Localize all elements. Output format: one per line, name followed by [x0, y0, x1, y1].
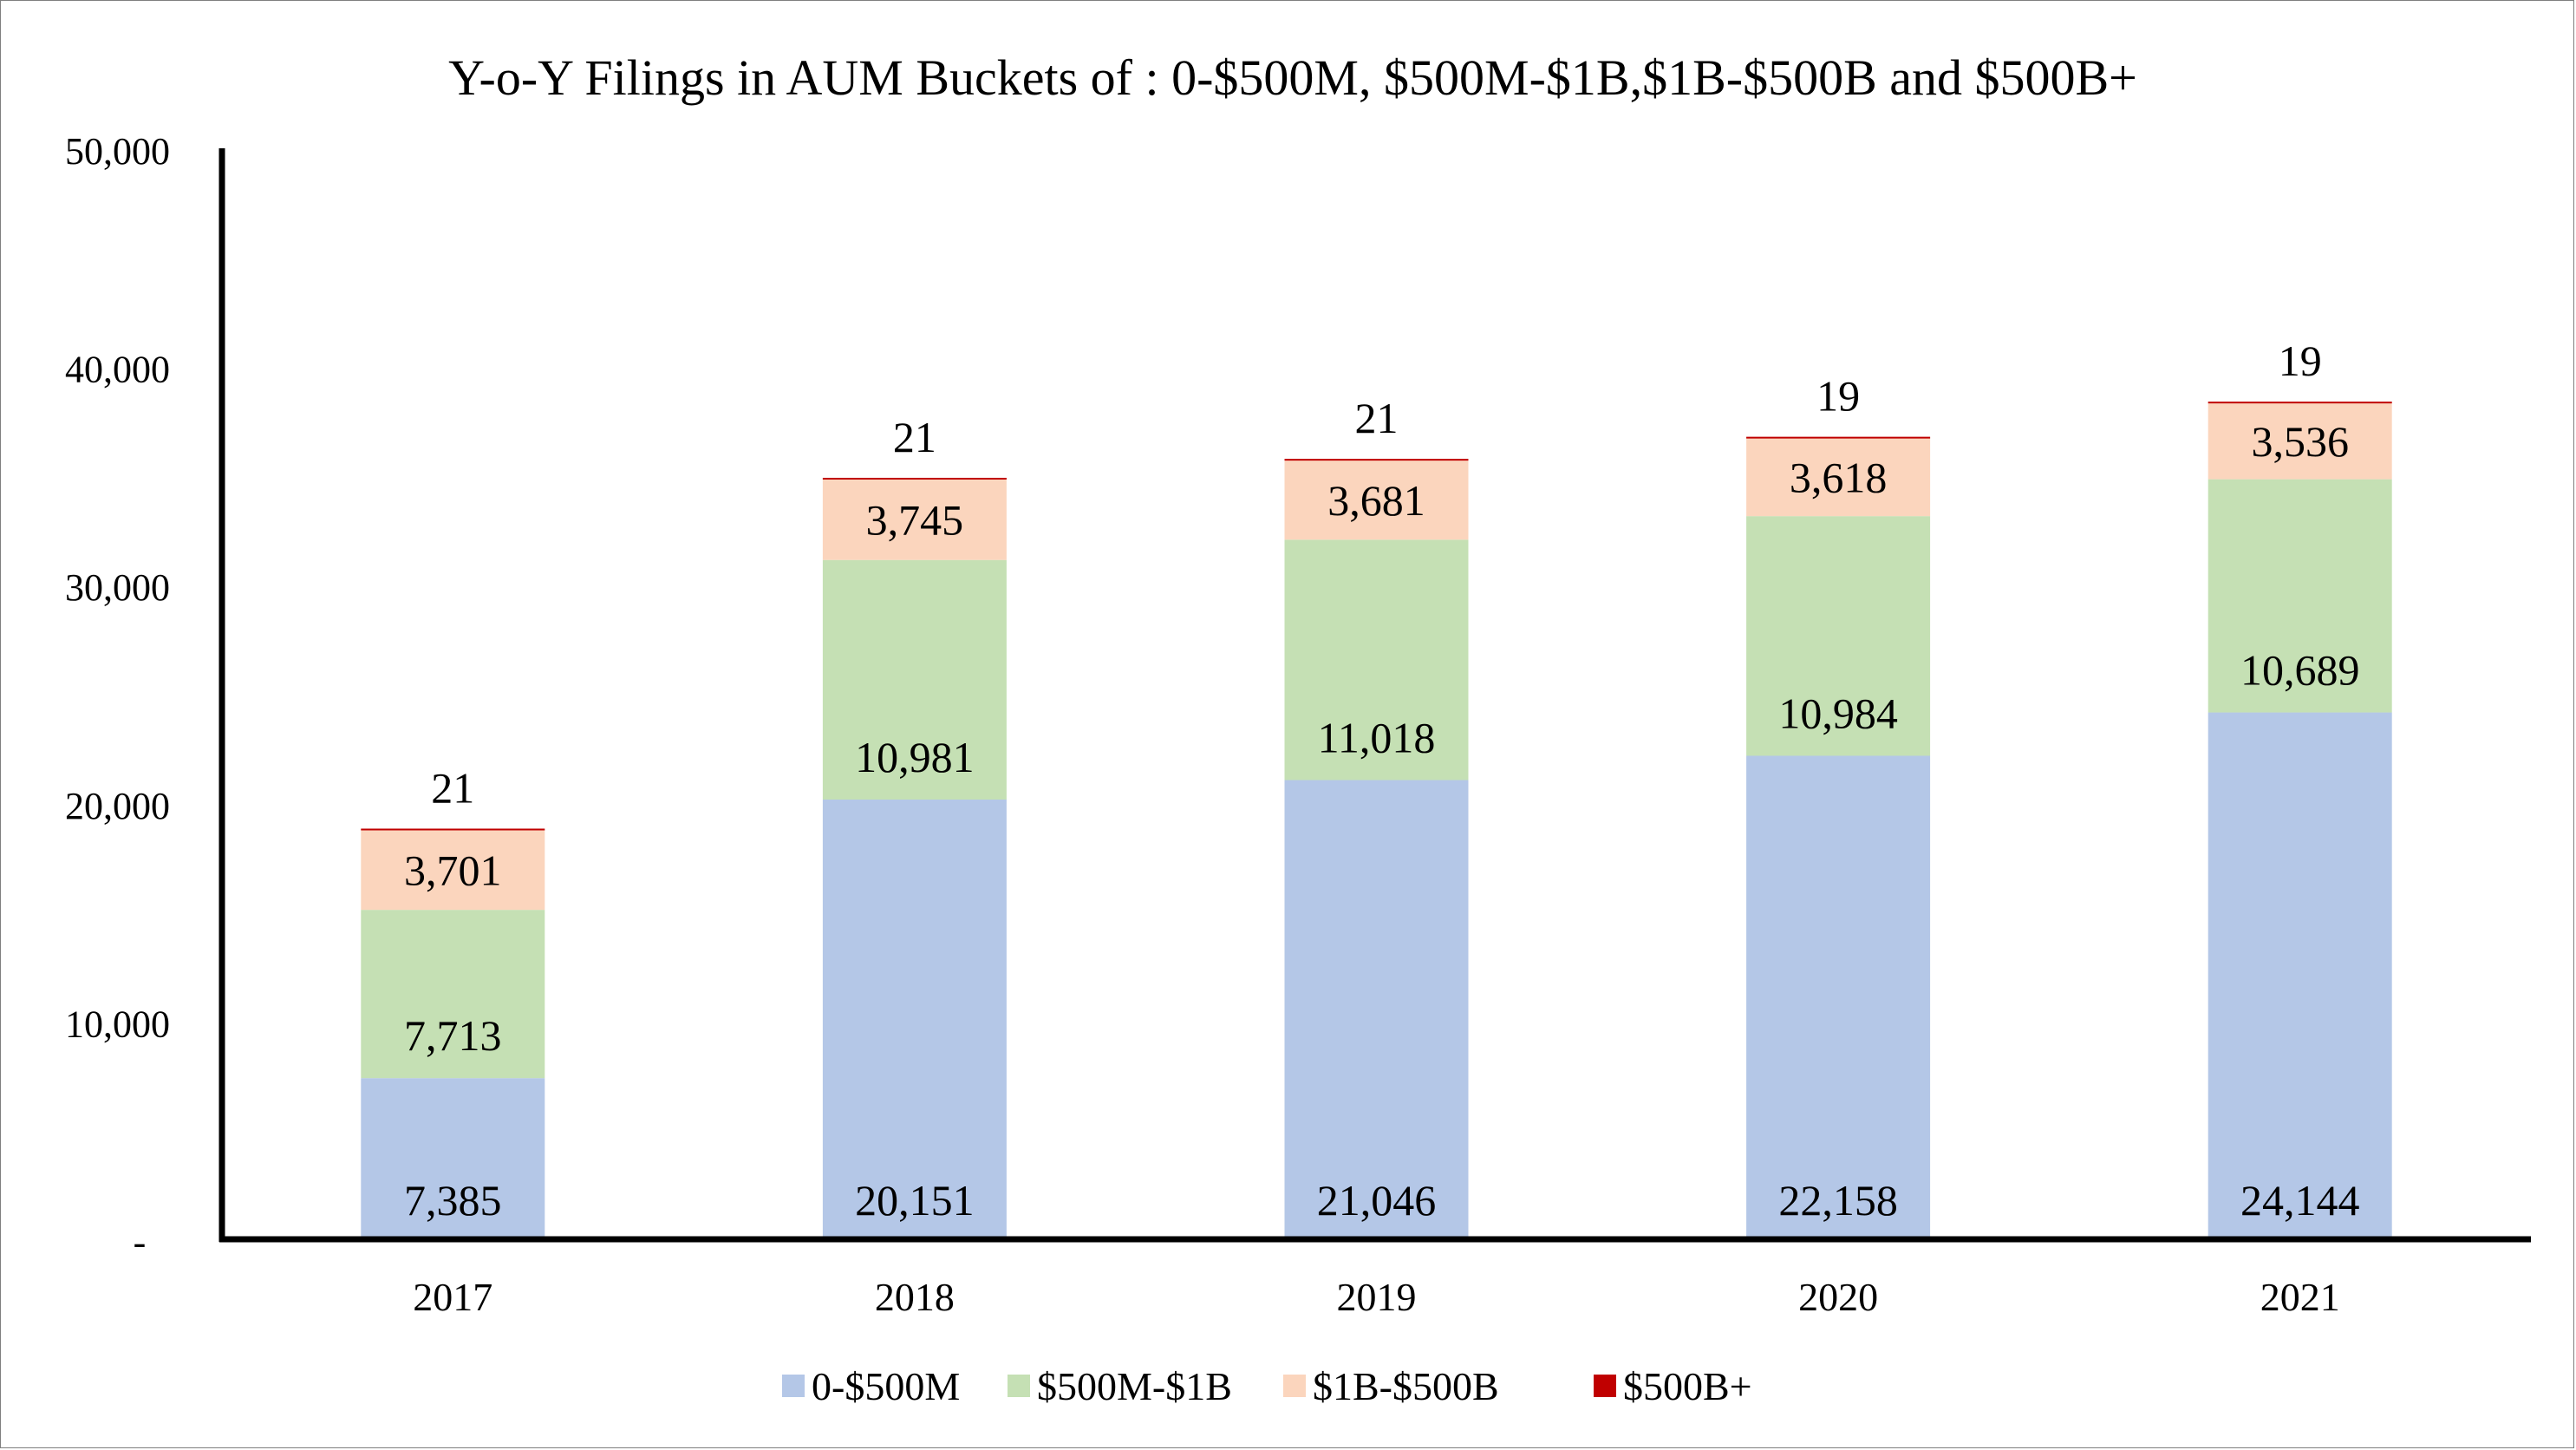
y-tick-label: 20,000: [65, 785, 170, 827]
chart-title: Y-o-Y Filings in AUM Buckets of : 0-$500…: [448, 49, 2137, 106]
data-label: 10,689: [2240, 646, 2360, 695]
bar-segment: [1746, 516, 1931, 756]
y-tick-label: 10,000: [65, 1003, 170, 1045]
data-label: 3,536: [2251, 417, 2349, 466]
bar-data-labels: 7,385 7,713 3,701 21 20,151 10,981 3,745 21 21,0…: [404, 336, 2359, 1225]
data-label: 10,981: [855, 733, 975, 781]
x-tick-label: 2018: [875, 1275, 955, 1319]
x-tick-label: 2021: [2260, 1275, 2340, 1319]
data-label: 3,701: [404, 846, 502, 895]
bar-segment: [361, 829, 545, 911]
bars: [361, 402, 2392, 1239]
data-label: 21,046: [1317, 1176, 1437, 1225]
legend-label: $500M-$1B: [1037, 1364, 1232, 1408]
legend-label: 0-$500M: [812, 1364, 960, 1408]
y-tick-label: 40,000: [65, 349, 170, 391]
bar-segment: [1746, 437, 1931, 517]
x-tick-label: 2019: [1337, 1275, 1417, 1319]
legend-swatch: [1008, 1375, 1030, 1397]
bar-segment: [2208, 402, 2392, 404]
legend-label: $500B+: [1623, 1364, 1752, 1408]
y-tick-label: 30,000: [65, 566, 170, 609]
data-label: 24,144: [2240, 1176, 2360, 1225]
data-label: 22,158: [1778, 1176, 1898, 1225]
data-label: 3,618: [1790, 454, 1888, 502]
bar-segment: [1746, 436, 1931, 439]
legend-swatch: [1283, 1375, 1306, 1397]
bar-segment: [1746, 755, 1931, 1239]
bar-segment: [822, 477, 1007, 480]
bar-segment: [1284, 539, 1469, 781]
legend-swatch: [782, 1375, 805, 1397]
x-tick-label: 2017: [413, 1275, 492, 1319]
legend-item: 0-$500M: [782, 1364, 960, 1408]
data-label: 19: [2279, 336, 2322, 385]
data-label: 21: [893, 413, 936, 461]
bar-segment: [1284, 459, 1469, 461]
bar-segment: [822, 800, 1007, 1239]
legend-label: $1B-$500B: [1313, 1364, 1499, 1408]
legend-item: $1B-$500B: [1283, 1364, 1499, 1408]
legend-swatch: [1594, 1375, 1616, 1397]
data-label: 3,681: [1327, 476, 1425, 525]
y-tick-label: -: [134, 1221, 147, 1264]
legend-item: $500M-$1B: [1008, 1364, 1232, 1408]
x-axis-tick-labels: 2017 2018 2019 2020 2021: [413, 1275, 2339, 1319]
legend: 0-$500M $500M-$1B $1B-$500B $500B+: [782, 1364, 1752, 1408]
bar-segment: [1284, 780, 1469, 1239]
data-label: 11,018: [1318, 713, 1436, 761]
bar-segment: [361, 828, 545, 831]
data-label: 10,984: [1778, 689, 1898, 738]
data-label: 7,385: [404, 1176, 502, 1225]
x-tick-label: 2020: [1798, 1275, 1878, 1319]
y-tick-label: 50,000: [65, 130, 170, 173]
data-label: 21: [1355, 394, 1399, 442]
bar-segment: [361, 1078, 545, 1239]
bar-segment: [2208, 402, 2392, 480]
data-label: 20,151: [855, 1176, 975, 1225]
bar-segment: [822, 478, 1007, 560]
data-label: 7,713: [404, 1011, 502, 1060]
data-label: 3,745: [866, 496, 964, 545]
data-label: 21: [431, 763, 474, 812]
bar-segment: [2208, 479, 2392, 713]
legend-item: $500B+: [1594, 1364, 1752, 1408]
bar-segment: [1284, 459, 1469, 540]
bar-segment: [361, 910, 545, 1079]
y-axis-tick-labels: - 10,000 20,000 30,000 40,000 50,000: [65, 130, 170, 1264]
bar-segment: [2208, 712, 2392, 1239]
data-label: 19: [1816, 372, 1860, 421]
bar-segment: [822, 559, 1007, 800]
